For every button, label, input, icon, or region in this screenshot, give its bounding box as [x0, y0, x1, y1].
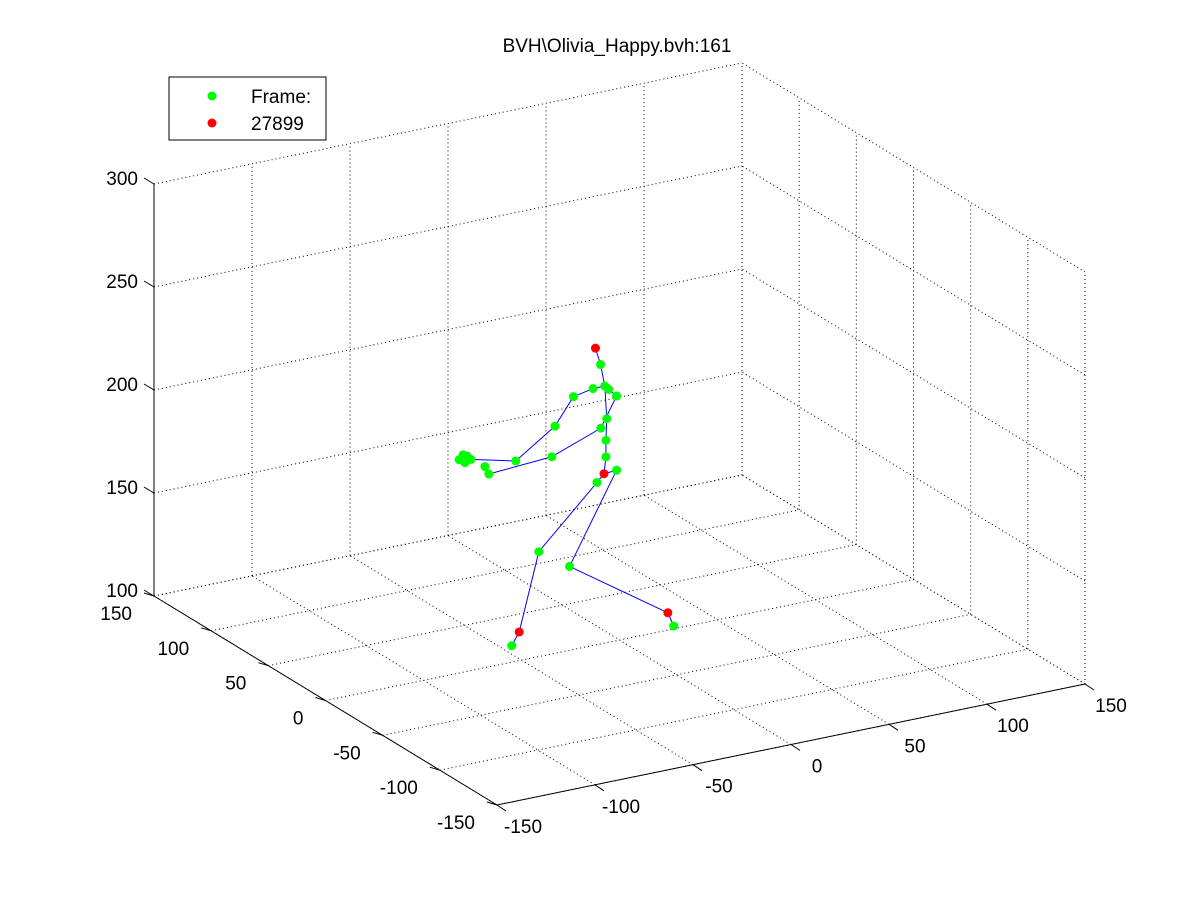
y-tick-label: -100: [380, 778, 418, 799]
x-tick: [594, 784, 605, 792]
joint-point: [596, 423, 606, 433]
legend-label: 27899: [251, 114, 304, 135]
y-tick: [429, 766, 440, 771]
joint-point: [565, 561, 575, 571]
end-joint-point: [663, 608, 673, 618]
end-joint-point: [599, 469, 609, 479]
x-tick-label: 0: [812, 757, 823, 778]
skeleton-bone: [538, 482, 598, 553]
skeleton-bone: [600, 395, 618, 429]
joint-point: [669, 621, 679, 631]
skeleton-bone: [515, 425, 556, 462]
end-joint-point: [514, 627, 524, 637]
skeleton-bone: [569, 565, 669, 614]
y-tick: [258, 662, 269, 667]
z-tick: [143, 177, 155, 185]
legend-marker: [207, 118, 217, 128]
z-tick-label: 250: [106, 272, 138, 293]
x-tick: [1084, 683, 1095, 691]
grid-line: [153, 165, 743, 288]
grid-line: [268, 544, 857, 667]
axes: [143, 177, 1095, 812]
x-tick: [790, 744, 801, 751]
y-tick-label: -50: [333, 743, 360, 764]
skeleton-bone: [554, 396, 574, 427]
x-tick-label: 100: [997, 716, 1029, 737]
x-tick-label: -100: [602, 797, 640, 818]
z-tick: [143, 383, 155, 391]
skeleton-bone: [470, 458, 516, 462]
skeleton-bone: [551, 427, 602, 458]
y-tick-label: 100: [157, 639, 189, 660]
grid-line: [439, 648, 1028, 771]
grid-line: [153, 268, 743, 391]
joint-point: [534, 547, 544, 557]
z-tick: [143, 486, 155, 494]
grid-line: [741, 165, 1086, 376]
grid-line: [211, 509, 800, 632]
z-tick-label: 200: [106, 375, 138, 396]
z-tick: [143, 280, 155, 288]
x-tick-label: 150: [1095, 696, 1127, 717]
joint-point: [568, 392, 578, 402]
joint-point: [601, 452, 611, 462]
end-joint-point: [590, 343, 600, 353]
y-tick: [201, 627, 212, 632]
joint-point: [612, 465, 622, 475]
y-tick: [372, 731, 383, 736]
x-tick: [692, 764, 703, 772]
y-tick-label: 150: [100, 604, 132, 625]
y-tick-label: -150: [437, 813, 475, 834]
joint-point: [511, 456, 521, 466]
x-tick-label: 50: [904, 736, 925, 757]
joint-point: [547, 452, 557, 462]
grid-line: [325, 579, 914, 701]
grid-line: [741, 62, 1086, 273]
legend-box: [168, 76, 327, 141]
legend-label: Frame:: [251, 87, 311, 108]
joint-point: [604, 384, 614, 394]
joint-point: [454, 455, 464, 465]
grid-line: [741, 371, 1086, 582]
grid-lines: [153, 62, 1086, 806]
chart-title: BVH\Olivia_Happy.bvh:161: [503, 36, 732, 57]
joint-point: [612, 391, 622, 401]
skeleton-joints: [454, 343, 679, 651]
skeleton-bone: [569, 469, 618, 567]
x-tick-label: -50: [705, 777, 732, 798]
joint-point: [596, 360, 606, 370]
y-tick-label: 0: [293, 709, 304, 730]
grid-line: [741, 268, 1086, 479]
x-tick-label: -150: [504, 817, 542, 838]
skeleton-bone: [518, 551, 540, 633]
legend: Frame: 27899: [168, 76, 327, 141]
joint-point: [601, 435, 611, 445]
joint-point: [480, 462, 490, 472]
y-tick: [315, 697, 326, 701]
joint-point: [550, 421, 560, 431]
grid-line: [153, 371, 743, 494]
joint-point: [507, 641, 517, 651]
skeleton-bone: [488, 456, 553, 475]
z-tick-label: 300: [106, 169, 138, 190]
grid-line: [153, 474, 743, 597]
tick-labels: -150-100-50050100150-150-100-50050100150…: [100, 169, 1127, 838]
z-tick: [143, 589, 155, 597]
z-tick-label: 150: [106, 478, 138, 499]
z-tick-label: 100: [106, 581, 138, 602]
grid-line: [153, 62, 743, 185]
grid-line: [382, 613, 971, 736]
y-tick: [486, 801, 498, 806]
legend-marker: [207, 91, 217, 101]
x-tick: [888, 723, 899, 731]
x-tick: [986, 703, 997, 711]
joint-point: [592, 477, 602, 487]
joint-point: [484, 469, 494, 479]
joint-point: [588, 384, 598, 394]
grid-line: [741, 474, 1086, 685]
joint-point: [602, 414, 612, 424]
x-tick: [496, 804, 507, 812]
y-tick-label: 50: [225, 674, 246, 695]
